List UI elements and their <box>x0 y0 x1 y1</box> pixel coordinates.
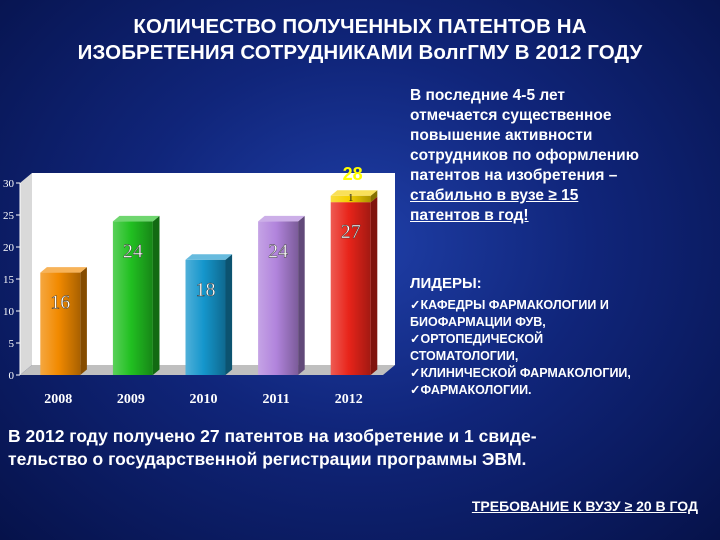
summary-line-1: В 2012 году получено 27 патентов на изоб… <box>8 426 537 446</box>
patents-bar-chart: 0 5 10 15 20 25 30 16 2008 24 2009 18 2010 24 2011 27 20… <box>3 164 395 407</box>
leaders-item: ✓ОРТОПЕДИЧЕСКОЙ <box>410 332 544 346</box>
y-tick-label: 30 <box>3 178 15 190</box>
bar-stacked <box>330 195 371 203</box>
y-tick-label: 5 <box>9 338 15 350</box>
trend-line: патентов на изобретения – <box>410 167 618 184</box>
leaders-heading: ЛИДЕРЫ: <box>410 275 482 292</box>
trend-description: В последние 4-5 лет отмечается существен… <box>410 86 715 226</box>
bar-top <box>40 267 87 273</box>
bar-side <box>152 215 160 375</box>
leaders-item: СТОМАТОЛОГИИ, <box>410 349 519 363</box>
leaders-item: ✓КАФЕДРЫ ФАРМАКОЛОГИИ И <box>410 298 609 312</box>
bar-stacked-side <box>370 190 378 203</box>
trend-line: повышение активности <box>410 127 593 144</box>
y-tick-label: 15 <box>3 274 15 286</box>
title-line-1: КОЛИЧЕСТВО ПОЛУЧЕННЫХ ПАТЕНТОВ НА <box>133 15 587 38</box>
slide-title: КОЛИЧЕСТВО ПОЛУЧЕННЫХ ПАТЕНТОВ НА ИЗОБРЕ… <box>0 14 720 66</box>
title-line-2: ИЗОБРЕТЕНИЯ СОТРУДНИКАМИ ВолгГМУ В 2012 … <box>77 41 643 64</box>
bar-value-label: 16 <box>50 292 70 314</box>
bar-side <box>370 196 378 375</box>
requirement-note: ТРЕБОВАНИЕ К ВУЗУ ≥ 20 В ГОД <box>471 498 698 514</box>
chart-side-wall <box>20 173 32 375</box>
x-category-label: 2010 <box>190 392 218 407</box>
trend-line-underlined: патентов в год! <box>410 207 529 224</box>
stacked-value-label: 1 <box>348 192 354 204</box>
leaders-list: ✓КАФЕДРЫ ФАРМАКОЛОГИИ И БИОФАРМАЦИИ ФУВ,… <box>410 297 715 399</box>
bar-side <box>298 215 305 375</box>
y-tick-label: 25 <box>3 210 15 222</box>
bar-side <box>225 254 233 375</box>
leaders-item: ✓ФАРМАКОЛОГИИ. <box>410 383 532 397</box>
trend-line-underlined: стабильно в вузе ≥ 15 <box>410 187 579 204</box>
y-tick-label: 20 <box>3 242 15 254</box>
trend-line: отмечается существенное <box>410 107 612 124</box>
bar <box>258 221 299 375</box>
bar-value-label: 24 <box>123 240 143 262</box>
y-tick-label: 0 <box>9 370 15 382</box>
x-category-label: 2011 <box>262 392 289 407</box>
bar <box>112 221 153 375</box>
bar-top <box>185 254 233 260</box>
trend-line: сотрудников по оформлению <box>410 147 639 164</box>
leaders-item: БИОФАРМАЦИИ ФУВ, <box>410 315 546 329</box>
y-tick-label: 10 <box>3 306 15 318</box>
bar-value-label: 27 <box>341 221 361 243</box>
x-category-label: 2012 <box>335 392 363 407</box>
summary-text: В 2012 году получено 27 патентов на изоб… <box>8 425 714 471</box>
bar <box>330 202 371 375</box>
bar <box>185 259 226 375</box>
bar <box>40 272 81 375</box>
leaders-section: ЛИДЕРЫ: ✓КАФЕДРЫ ФАРМАКОЛОГИИ И БИОФАРМА… <box>410 273 715 399</box>
summary-line-2: тельство о государственной регистрации п… <box>8 449 527 469</box>
bar-top <box>258 215 305 222</box>
total-label: 28 <box>343 164 363 184</box>
bar-value-label: 24 <box>268 240 288 262</box>
leaders-item: ✓КЛИНИЧЕСКОЙ ФАРМАКОЛОГИИ, <box>410 366 631 380</box>
x-category-label: 2009 <box>117 392 145 407</box>
x-category-label: 2008 <box>44 392 72 407</box>
bar-side <box>80 267 87 375</box>
bar-top <box>112 215 160 222</box>
trend-line: В последние 4-5 лет <box>410 87 566 104</box>
bar-stacked-top <box>330 190 378 196</box>
bar-value-label: 18 <box>196 279 216 301</box>
